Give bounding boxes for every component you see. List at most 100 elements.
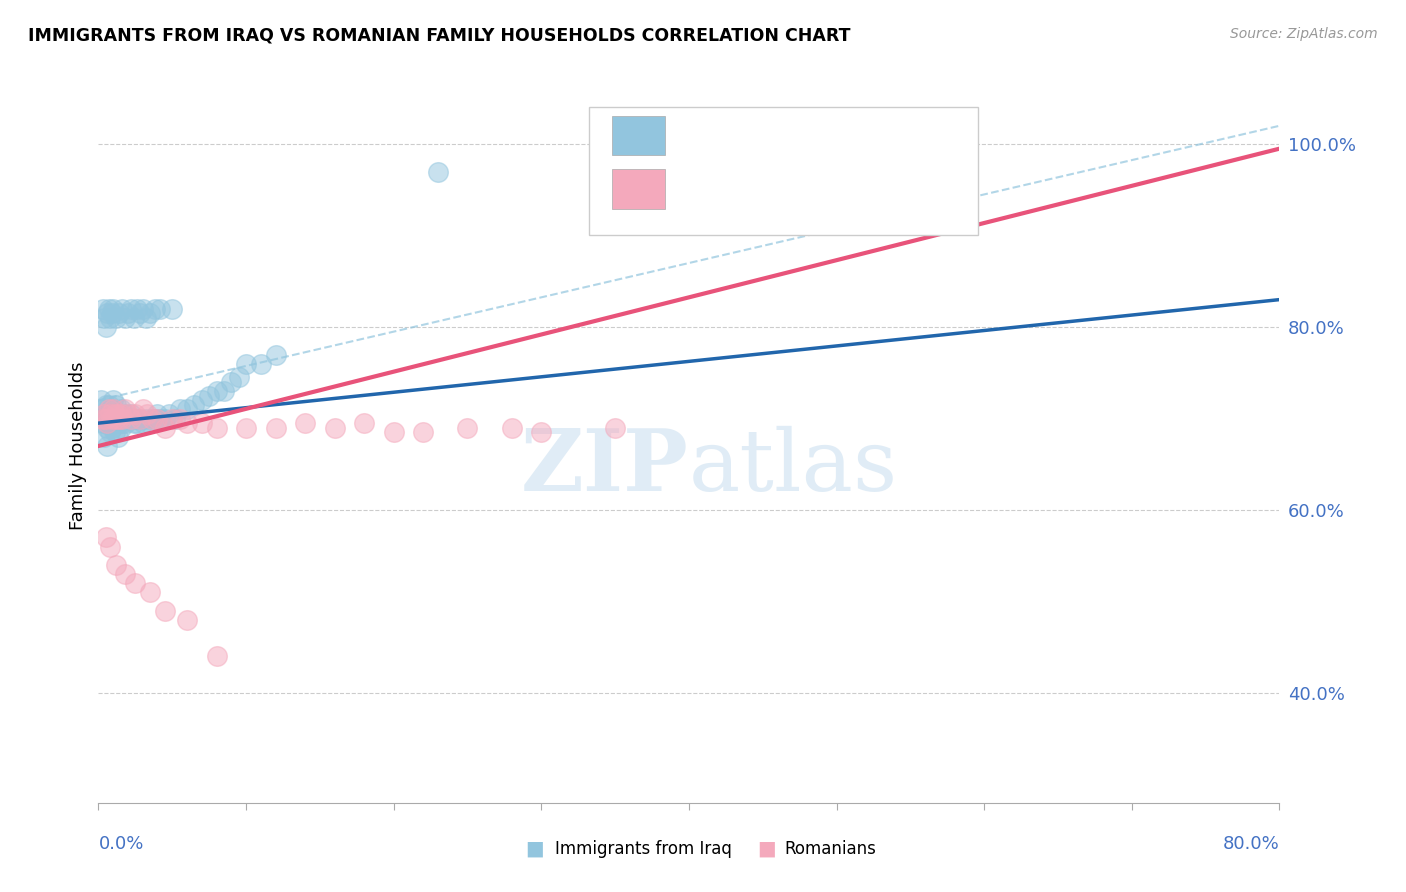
Text: 80.0%: 80.0% — [1223, 835, 1279, 853]
Point — [138, 416, 160, 430]
Point — [125, 301, 148, 316]
Point — [90, 393, 112, 408]
Point — [149, 301, 172, 316]
Point — [93, 310, 115, 325]
Point — [143, 301, 166, 316]
Point — [124, 407, 146, 421]
Point — [100, 411, 122, 425]
Point — [205, 649, 228, 664]
Point — [103, 393, 125, 408]
Point — [91, 411, 114, 425]
Point — [91, 301, 114, 316]
Text: Romanians: Romanians — [785, 840, 876, 858]
Point — [124, 411, 146, 425]
Point — [114, 310, 136, 325]
Point — [219, 375, 242, 389]
Point — [146, 407, 169, 421]
Point — [104, 407, 127, 421]
Point — [122, 416, 145, 430]
FancyBboxPatch shape — [589, 107, 979, 235]
Point — [124, 576, 146, 591]
Point — [111, 416, 134, 430]
Bar — [612, 116, 665, 155]
Point — [125, 416, 148, 430]
Y-axis label: Family Households: Family Households — [69, 362, 87, 530]
Point — [93, 430, 115, 444]
Point — [139, 585, 162, 599]
Point — [235, 357, 257, 371]
Text: Source: ZipAtlas.com: Source: ZipAtlas.com — [1230, 27, 1378, 41]
Point — [427, 164, 450, 178]
Point — [157, 407, 180, 421]
Point — [103, 402, 125, 417]
Point — [139, 306, 162, 320]
Bar — [612, 169, 665, 209]
Point — [250, 357, 273, 371]
Text: atlas: atlas — [689, 425, 898, 509]
Point — [169, 402, 191, 417]
Point — [128, 411, 150, 425]
Point — [412, 425, 434, 440]
Point — [107, 430, 129, 444]
Point — [112, 411, 135, 425]
Point — [120, 407, 142, 421]
Point — [353, 416, 375, 430]
Point — [205, 384, 228, 398]
Point — [111, 411, 134, 425]
Point — [162, 301, 183, 316]
Point — [456, 420, 478, 434]
Point — [132, 301, 155, 316]
Point — [132, 402, 155, 417]
Point — [605, 420, 627, 434]
Point — [96, 407, 118, 421]
Point — [530, 425, 553, 440]
Point — [94, 411, 117, 425]
Point — [98, 310, 121, 325]
Point — [115, 416, 138, 430]
Point — [146, 411, 169, 425]
Point — [100, 420, 122, 434]
Point — [114, 407, 136, 421]
Point — [107, 407, 129, 421]
Point — [100, 306, 122, 320]
Point — [235, 420, 257, 434]
Point — [114, 402, 136, 417]
Point — [153, 411, 176, 425]
Point — [97, 398, 120, 412]
Point — [136, 407, 159, 421]
Point — [212, 384, 235, 398]
Text: IMMIGRANTS FROM IRAQ VS ROMANIAN FAMILY HOUSEHOLDS CORRELATION CHART: IMMIGRANTS FROM IRAQ VS ROMANIAN FAMILY … — [28, 27, 851, 45]
Text: R = 0.364   N = 84: R = 0.364 N = 84 — [683, 127, 868, 145]
Point — [110, 420, 132, 434]
Point — [120, 301, 142, 316]
Point — [98, 540, 121, 554]
Point — [105, 411, 128, 425]
Point — [165, 411, 187, 425]
Point — [114, 567, 136, 582]
Point — [141, 411, 163, 425]
Point — [108, 411, 131, 425]
Point — [153, 420, 176, 434]
Point — [205, 420, 228, 434]
Point — [294, 416, 316, 430]
Point — [100, 402, 122, 417]
Point — [96, 306, 118, 320]
Point — [97, 416, 120, 430]
Text: Immigrants from Iraq: Immigrants from Iraq — [555, 840, 733, 858]
Point — [94, 411, 117, 425]
Point — [108, 416, 131, 430]
Point — [162, 411, 183, 425]
Text: ▪: ▪ — [756, 835, 776, 863]
Point — [98, 407, 121, 421]
Point — [121, 411, 143, 425]
Point — [117, 306, 139, 320]
Point — [264, 420, 287, 434]
Point — [120, 411, 142, 425]
Point — [91, 416, 114, 430]
Point — [323, 420, 346, 434]
Point — [122, 310, 145, 325]
Text: R = 0.279   N = 50: R = 0.279 N = 50 — [683, 180, 868, 198]
Point — [149, 411, 172, 425]
Point — [93, 407, 115, 421]
Point — [198, 389, 221, 403]
